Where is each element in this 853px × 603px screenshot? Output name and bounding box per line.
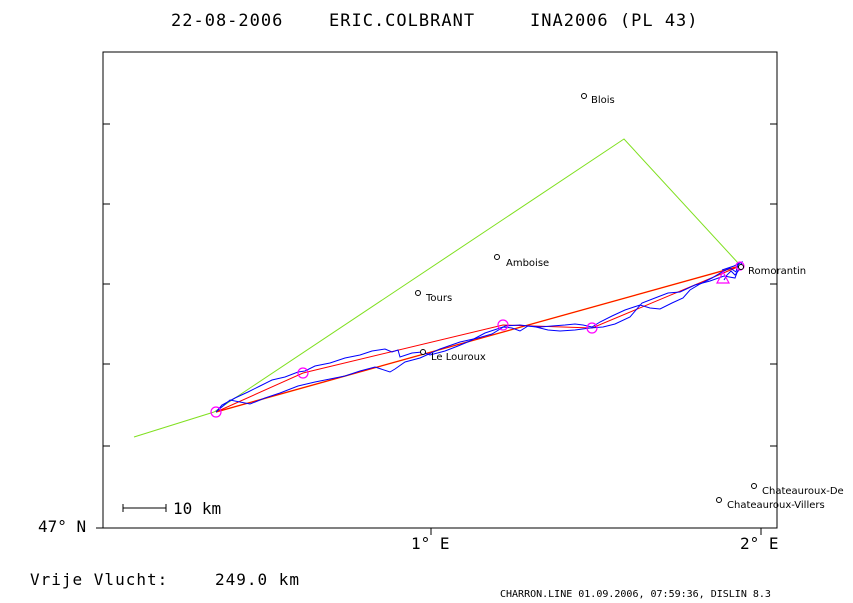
flight-track <box>215 263 741 413</box>
city-marker-chateauroux-villers <box>716 497 722 503</box>
distance-label: Vrije Vlucht: <box>30 570 168 589</box>
city-marker-blois <box>581 93 587 99</box>
turnpoint-2 <box>497 319 509 331</box>
flight-track-detail <box>215 269 739 413</box>
y-ticks <box>96 123 777 529</box>
credit-line: CHARRON.LINE 01.09.2006, 07:59:36, DISLI… <box>500 589 771 600</box>
city-markers <box>415 93 757 503</box>
turnpoint-start <box>210 406 222 418</box>
city-marker-le-louroux <box>420 349 426 355</box>
plot-frame <box>102 51 778 529</box>
scale-bar-label: 10 km <box>173 499 221 518</box>
longitude-label-1: 1° E <box>411 534 450 553</box>
longitude-label-2: 2° E <box>740 534 779 553</box>
finish-marker <box>715 270 731 284</box>
latitude-label: 47° N <box>38 517 86 536</box>
competition-name: INA2006 (PL 43) <box>530 11 699 31</box>
city-label-amboise: Amboise <box>506 258 549 269</box>
turnpoints <box>210 261 745 418</box>
city-label-chateauroux-villers: Chateauroux-Villers <box>727 500 825 511</box>
city-label-chateauroux-de: Chateauroux-De <box>762 486 844 497</box>
turnpoint-3 <box>586 322 598 334</box>
turnpoint-1 <box>297 367 309 379</box>
city-label-romorantin: Romorantin <box>748 266 806 277</box>
city-marker-amboise <box>494 254 500 260</box>
task-line <box>133 138 740 438</box>
distance-value: 249.0 km <box>215 570 300 589</box>
optimized-path <box>215 265 741 413</box>
city-label-le-louroux: Le Louroux <box>431 352 486 363</box>
city-label-blois: Blois <box>591 95 615 106</box>
city-label-tours: Tours <box>425 293 452 304</box>
city-marker-tours <box>415 290 421 296</box>
turnpoint-4 <box>735 261 745 271</box>
pilot-name: ERIC.COLBRANT <box>329 11 475 31</box>
scale-bar <box>122 504 167 512</box>
x-ticks <box>430 528 762 535</box>
flight-date: 22-08-2006 <box>171 11 283 31</box>
city-marker-chateauroux-de <box>751 483 757 489</box>
city-marker-romorantin <box>738 264 744 270</box>
